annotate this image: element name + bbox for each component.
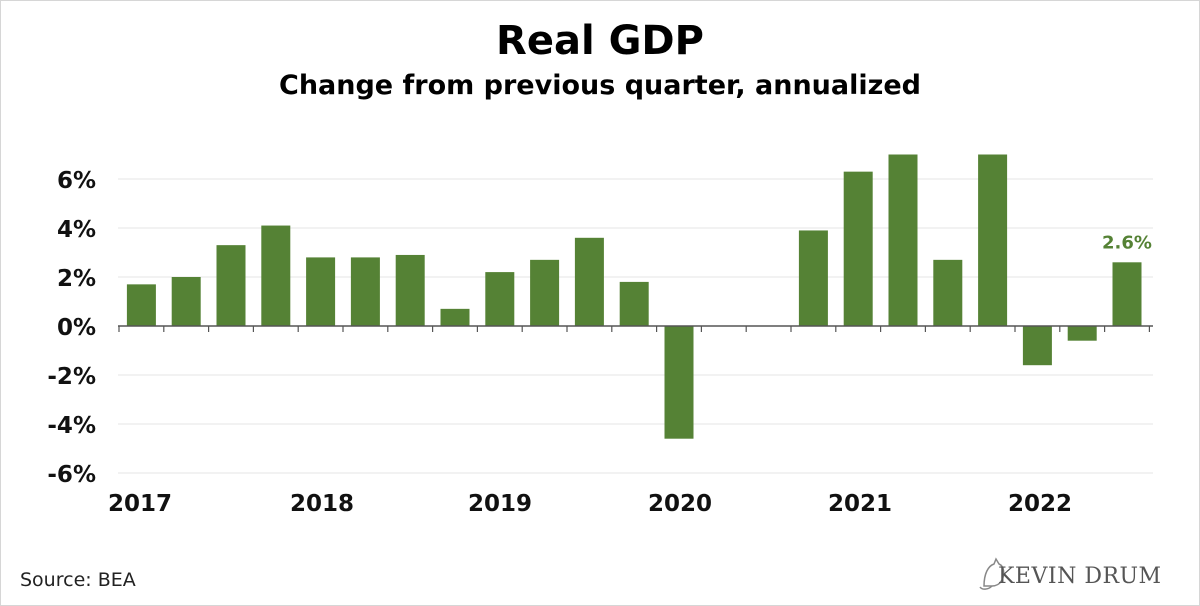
- bar: [664, 326, 694, 439]
- x-year-label: 2017: [108, 491, 172, 517]
- chart-title: Real GDP: [496, 18, 704, 64]
- source-note: Source: BEA: [20, 569, 136, 591]
- bar: [171, 277, 201, 326]
- bar: [978, 154, 1008, 326]
- bar: [216, 245, 246, 326]
- y-tick-label: 0%: [57, 315, 96, 341]
- bar: [261, 225, 291, 326]
- bar-annotation: 2.6%: [1102, 232, 1152, 253]
- bar: [888, 154, 918, 326]
- x-year-label: 2022: [1008, 491, 1072, 517]
- y-tick-label: -4%: [47, 413, 96, 439]
- y-tick-label: 2%: [57, 266, 96, 292]
- bar: [1022, 326, 1052, 366]
- bar: [574, 237, 604, 326]
- bar: [395, 254, 425, 326]
- bar: [619, 281, 649, 326]
- y-tick-label: -2%: [47, 364, 96, 390]
- bar: [126, 284, 156, 326]
- x-year-label: 2021: [828, 491, 892, 517]
- x-year-label: 2019: [468, 491, 532, 517]
- bar: [1067, 326, 1097, 341]
- bar: [440, 308, 470, 326]
- bar: [843, 171, 873, 326]
- bar: [350, 257, 380, 326]
- x-year-label: 2020: [648, 491, 712, 517]
- y-tick-label: 6%: [57, 168, 96, 194]
- logo-text: KEVIN DRUM: [998, 564, 1162, 589]
- bar: [485, 272, 515, 326]
- kevin-drum-logo: KEVIN DRUM: [979, 556, 1180, 596]
- x-year-label: 2018: [290, 491, 354, 517]
- bar: [798, 230, 828, 326]
- bar: [306, 257, 336, 326]
- cat-icon: [979, 557, 1005, 590]
- bar: [933, 259, 963, 326]
- y-tick-label: -6%: [47, 462, 96, 488]
- bar: [530, 259, 560, 326]
- bar: [1112, 262, 1142, 326]
- y-tick-label: 4%: [57, 217, 96, 243]
- chart-subtitle: Change from previous quarter, annualized: [279, 70, 921, 101]
